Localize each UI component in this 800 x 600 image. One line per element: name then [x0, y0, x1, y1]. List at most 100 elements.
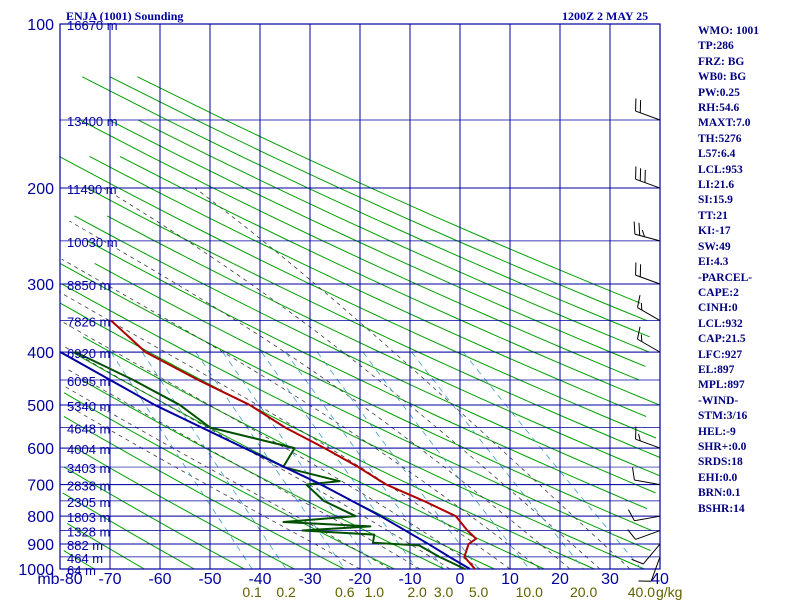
index-item: TH:5276 [698, 132, 742, 145]
mixing-ratio-line [411, 351, 584, 570]
moist-adiabat-line [69, 220, 571, 570]
index-item: FRZ: BG [698, 55, 745, 68]
moist-adiabat-line [58, 291, 511, 570]
wind-barb-flag [638, 433, 641, 442]
temperature-tick-label: mb-80 [37, 571, 82, 588]
mixing-ratio-label: 3.0 [434, 584, 454, 600]
dry-adiabat-line [58, 156, 657, 439]
temperature-tick-label: 20 [551, 571, 569, 588]
wind-barb-flag [641, 229, 646, 237]
index-item: WB0: BG [698, 71, 747, 84]
wind-barb-staff [634, 233, 661, 242]
index-item: WMO: 1001 [698, 25, 760, 37]
dry-adiabat-line [87, 240, 648, 510]
mixing-ratio-label: 2.0 [407, 584, 427, 600]
pressure-tick-label: 500 [27, 398, 54, 415]
temperature-profile-line [110, 319, 478, 570]
dry-adiabat-line [94, 262, 652, 531]
temperature-tick-label: -50 [198, 571, 221, 588]
dry-adiabat-line [119, 156, 660, 406]
wind-barb-staff [650, 556, 661, 582]
wind-barb-staff [635, 274, 661, 285]
moist-adiabat-line [62, 384, 391, 570]
dry-adiabat-line [108, 119, 646, 367]
wind-barb-staff [635, 438, 661, 449]
index-item: CAPE:2 [698, 286, 739, 299]
wind-barb-flag [636, 326, 641, 340]
dry-adiabat-line [59, 302, 595, 570]
height-tick-label: 1328 m [67, 525, 110, 540]
wind-barb-staff [635, 110, 661, 121]
wind-barb-flag [631, 558, 644, 565]
stability-indices-panel: WMO: 1001 TP:286 FRZ: BG WB0: BG PW:0.25 RH:5… [698, 24, 759, 517]
pressure-tick-label: 100 [27, 17, 54, 34]
dry-adiabat-line [63, 466, 245, 570]
moist-adiabat-line [63, 345, 451, 570]
wind-barb-flag [627, 509, 635, 521]
index-item: LI:21.6 [698, 179, 735, 192]
wind-barb-staff [637, 338, 661, 353]
height-tick-label: 6095 m [67, 374, 110, 389]
temperature-tick-label: -30 [298, 571, 321, 588]
wind-barb-staff [637, 307, 661, 321]
index-item: -PARCEL- [698, 271, 753, 284]
index-item: SW:49 [698, 240, 731, 253]
wind-barb-flag [638, 222, 641, 236]
height-tick-label: 464 m [67, 551, 103, 566]
index-item: PW:0.25 [698, 86, 740, 99]
wind-barb-flag [627, 529, 636, 540]
index-item: TP:286 [698, 40, 734, 53]
height-tick-label: 3403 m [67, 461, 110, 476]
dry-adiabat-line [137, 76, 641, 304]
height-tick-label: 8850 m [67, 278, 110, 293]
temperature-tick-label: 10 [501, 571, 519, 588]
moist-adiabat-line [60, 320, 481, 570]
mixing-ratio-label: 5.0 [469, 584, 489, 600]
height-tick-label: 4648 m [67, 421, 110, 436]
dry-adiabat-line [63, 550, 95, 570]
mixing-ratio-label: 0.6 [335, 584, 355, 600]
temperature-tick-label: -60 [148, 571, 171, 588]
mixing-ratio-unit: g/kg [656, 584, 682, 600]
index-item: TT:21 [698, 209, 728, 222]
mixing-ratio-label: 10.0 [516, 584, 543, 600]
index-item: L57:6.4 [698, 148, 736, 161]
dry-adiabat-line [137, 119, 650, 353]
wind-barbs [627, 98, 661, 582]
mixing-ratio-line [261, 351, 418, 570]
mixing-ratio-line [222, 351, 375, 570]
index-item: EHI:0.0 [698, 471, 738, 484]
height-tick-label: 13400 m [67, 114, 118, 129]
wind-barb-flag [636, 295, 641, 308]
height-tick-label: 5340 m [67, 399, 110, 414]
mixing-ratio-line [110, 351, 253, 570]
dry-adiabat-line [106, 215, 661, 477]
index-item: LCL:932 [698, 317, 743, 330]
temperature-tick-label: 40 [651, 571, 669, 588]
index-item: EL:897 [698, 363, 735, 376]
height-tick-label: 6920 m [67, 346, 110, 361]
dry-adiabat-line [79, 119, 640, 381]
dry-adiabat-line [63, 416, 345, 570]
wind-barb-staff [635, 178, 661, 189]
mixing-ratio-label: 1.0 [365, 584, 385, 600]
wind-barb-flag [632, 467, 635, 481]
height-tick-label: 2838 m [67, 479, 110, 494]
temperature-tick-label: -70 [98, 571, 121, 588]
moist-adiabat-line [103, 187, 601, 570]
dewpoint-profile-line [75, 351, 466, 570]
dry-adiabat-line [109, 76, 647, 321]
index-item: EI:4.3 [698, 256, 729, 269]
dry-adiabat-line [63, 392, 395, 570]
moist-adiabat-line [67, 368, 421, 570]
dry-adiabat-line [66, 523, 145, 570]
wind-barb-staff [642, 543, 661, 565]
height-tick-label: 10030 m [67, 235, 118, 250]
dry-adiabat-line [62, 492, 195, 570]
index-item: -WIND- [698, 394, 739, 407]
moist-adiabat-line [61, 258, 541, 570]
pressure-tick-label: 700 [27, 478, 54, 495]
index-item: MAXT:7.0 [698, 117, 751, 130]
